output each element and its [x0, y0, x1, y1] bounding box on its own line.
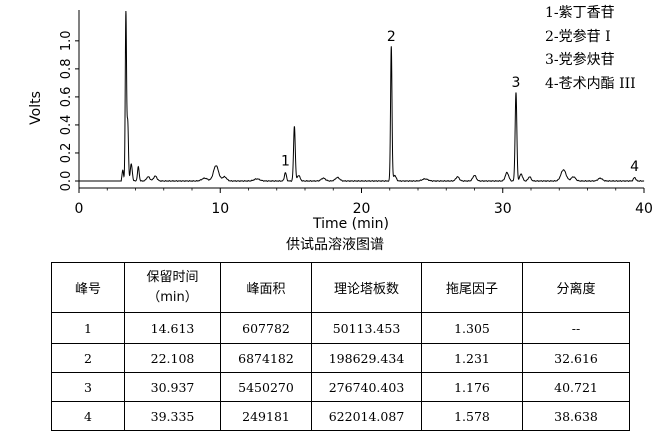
table-cell: 22.108 [124, 343, 221, 373]
table-cell: 39.335 [124, 401, 221, 431]
header-peak-no: 峰号 [51, 262, 125, 313]
x-tick-label: 40 [635, 201, 653, 217]
table-cell: 249181 [220, 401, 312, 431]
table-cell: 14.613 [124, 312, 221, 344]
y-tick-label: 0.2 [59, 143, 74, 164]
table-row: 4 39.335 249181 622014.087 1.578 38.638 [51, 401, 630, 431]
y-tick-label: 1.0 [59, 30, 74, 51]
header-peak-area: 峰面积 [220, 262, 312, 313]
y-tick-label: 0.8 [59, 59, 74, 80]
x-tick-label: 10 [211, 201, 229, 217]
x-tick-label: 30 [494, 201, 512, 217]
peak-label: 3 [512, 75, 521, 91]
table-cell: 38.638 [522, 401, 630, 431]
table-cell: 1.578 [421, 401, 523, 431]
table-cell: 2 [51, 343, 125, 373]
legend-item-4: 4-苍术内酯 III [545, 75, 636, 92]
chart-legend: 1-紫丁香苷 2-党参苷 I 3-党参炔苷 4-苍术内酯 III [545, 2, 636, 96]
chart-caption: 供试品溶液图谱 [286, 237, 384, 253]
y-axis-label: Volts [28, 91, 44, 125]
table-row: 2 22.108 6874182 198629.434 1.231 32.616 [51, 343, 630, 373]
peak-label: 1 [281, 154, 290, 170]
chromatogram-chart: 0.0 0.2 0.4 0.6 0.8 1.0 0 10 20 30 40 1 2 3 4 Volts Ti… [28, 10, 653, 232]
header-tailing-factor: 拖尾因子 [421, 262, 523, 313]
header-theoretical-plates: 理论塔板数 [311, 262, 422, 313]
header-retention-time-label: 保留时间 [146, 269, 199, 285]
legend-item-1: 1-紫丁香苷 [545, 5, 615, 21]
table-cell: 40.721 [522, 372, 630, 402]
table-cell: -- [522, 312, 630, 344]
table-cell: 4 [51, 401, 125, 431]
x-axis-label: Time (min) [312, 216, 389, 232]
table-cell: 276740.403 [311, 372, 422, 402]
x-tick-label: 0 [75, 201, 84, 217]
legend-item-2: 2-党参苷 I [545, 28, 611, 45]
table-cell: 198629.434 [311, 343, 422, 373]
table-cell: 32.616 [522, 343, 630, 373]
table-cell: 622014.087 [311, 401, 422, 431]
results-table: 峰号 保留时间 （min） 峰面积 理论塔板数 拖尾因子 分离度 1 14.61… [51, 262, 630, 431]
table-cell: 1.231 [421, 343, 523, 373]
table-cell: 30.937 [124, 372, 221, 402]
peak-label: 4 [630, 159, 639, 175]
table-row: 1 14.613 607782 50113.453 1.305 -- [51, 312, 630, 344]
table-cell: 1.305 [421, 312, 523, 344]
table-header-row: 峰号 保留时间 （min） 峰面积 理论塔板数 拖尾因子 分离度 [51, 262, 630, 313]
table-cell: 1.176 [421, 372, 523, 402]
chromatogram-trace [79, 11, 645, 182]
y-tick-label: 0.4 [59, 115, 74, 136]
header-resolution: 分离度 [522, 262, 630, 313]
table-cell: 6874182 [220, 343, 312, 373]
y-tick-label: 0.6 [59, 87, 74, 108]
table-cell: 50113.453 [311, 312, 422, 344]
legend-item-3: 3-党参炔苷 [545, 52, 615, 68]
header-retention-time: 保留时间 （min） [124, 262, 221, 313]
table-row: 3 30.937 5450270 276740.403 1.176 40.721 [51, 372, 630, 402]
table-cell: 1 [51, 312, 125, 344]
table-cell: 3 [51, 372, 125, 402]
table-cell: 607782 [220, 312, 312, 344]
table-cell: 5450270 [220, 372, 312, 402]
y-tick-label: 0.0 [59, 171, 74, 192]
x-tick-label: 20 [353, 201, 371, 217]
peak-label: 2 [387, 29, 396, 45]
header-retention-time-unit: （min） [147, 289, 198, 305]
